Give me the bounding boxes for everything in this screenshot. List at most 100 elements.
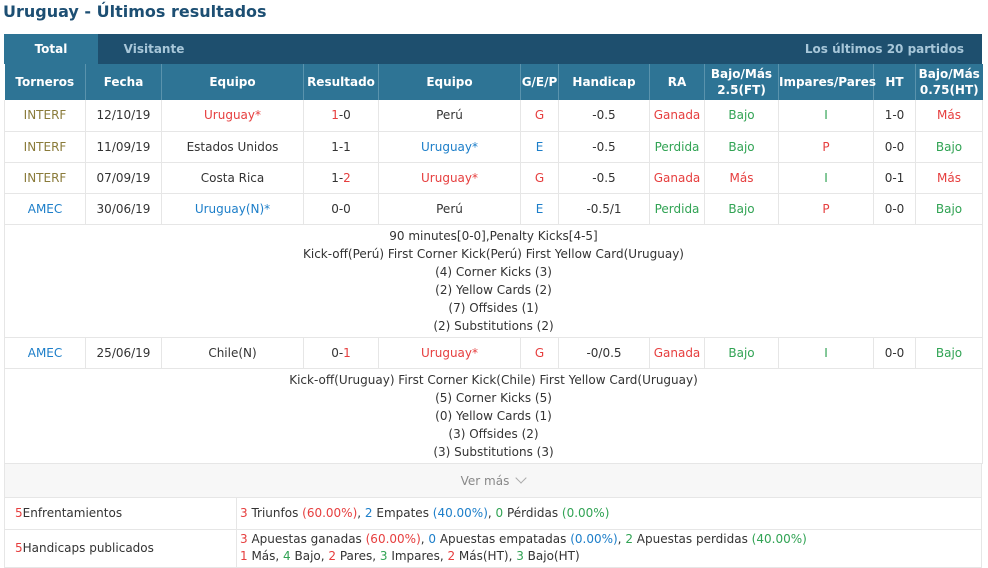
detail-line: Kick-off(Perú) First Corner Kick(Perú) F… xyxy=(303,246,684,261)
table-header: Torneros Fecha Equipo Resultado Equipo G… xyxy=(4,64,983,100)
home-team-cell[interactable]: Costa Rica xyxy=(161,162,304,194)
detail-line: (2) Substitutions (2) xyxy=(433,318,554,333)
tournament-cell[interactable]: AMEC xyxy=(4,337,86,369)
gep-cell: G xyxy=(520,337,559,369)
home-team-cell[interactable]: Uruguay(N)* xyxy=(161,193,304,225)
draws-label: Empates xyxy=(372,505,433,520)
over-under-ht-cell: Bajo xyxy=(915,337,983,369)
ht-cell: 0-0 xyxy=(873,193,916,225)
table-row[interactable]: AMEC 25/06/19 Chile(N) 0-1 Uruguay* G -0… xyxy=(4,337,983,369)
chevron-down-icon xyxy=(515,471,528,484)
tournament-cell[interactable]: INTERF xyxy=(4,100,86,132)
match-detail: 90 minutes[0-0],Penalty Kicks[4-5] Kick-… xyxy=(4,224,983,338)
tab-total[interactable]: Total xyxy=(4,34,98,64)
score-separator: - xyxy=(338,170,344,185)
table-row[interactable]: AMEC 30/06/19 Uruguay(N)* 0-0 Perú E -0.… xyxy=(4,193,983,225)
bets-won-count: 3 xyxy=(240,532,248,546)
odd-even-cell: P xyxy=(778,131,874,163)
table-row[interactable]: INTERF 11/09/19 Estados Unidos 1-1 Urugu… xyxy=(4,131,983,163)
ra-cell: Ganada xyxy=(649,100,705,132)
detail-line: (5) Corner Kicks (5) xyxy=(435,390,552,405)
over-under-ft-cell: Más xyxy=(704,162,779,194)
home-team-cell[interactable]: Uruguay* xyxy=(161,100,304,132)
match-detail-row: 90 minutes[0-0],Penalty Kicks[4-5] Kick-… xyxy=(4,224,983,338)
ht-cell: 0-0 xyxy=(873,337,916,369)
date-cell: 07/09/19 xyxy=(85,162,162,194)
stat-count: 4 xyxy=(283,549,291,563)
score-separator: - xyxy=(338,345,344,360)
away-team-cell[interactable]: Uruguay* xyxy=(378,337,521,369)
over-under-ft-cell: Bajo xyxy=(704,131,779,163)
score-cell[interactable]: 1-2 xyxy=(303,162,379,194)
away-team-cell[interactable]: Uruguay* xyxy=(378,162,521,194)
summary-label-text: Enfrentamientos xyxy=(22,506,123,520)
over-under-ht-cell: Más xyxy=(915,162,983,194)
home-team-cell[interactable]: Estados Unidos xyxy=(161,131,304,163)
over-under-ft-cell: Bajo xyxy=(704,193,779,225)
summary-line: 1 Más, 4 Bajo, 2 Pares, 3 Impares, 2 Más… xyxy=(240,548,807,565)
detail-line: Kick-off(Uruguay) First Corner Kick(Chil… xyxy=(289,372,698,387)
score-cell[interactable]: 0-0 xyxy=(303,193,379,225)
score-away: 1 xyxy=(343,345,351,360)
score-away: 0 xyxy=(343,201,351,216)
col-header: RA xyxy=(649,64,705,100)
score-cell[interactable]: 1-0 xyxy=(303,100,379,132)
summary-line: 3 Apuestas ganadas (60.00%), 0 Apuestas … xyxy=(240,532,807,546)
score-cell[interactable]: 0-1 xyxy=(303,337,379,369)
home-team-cell[interactable]: Chile(N) xyxy=(161,337,304,369)
stat-label: Bajo, xyxy=(290,549,329,563)
tournament-cell[interactable]: INTERF xyxy=(4,162,86,194)
summary-label: 5 Handicaps publicados xyxy=(5,529,237,567)
summary-label-text: Handicaps publicados xyxy=(22,541,154,555)
stat-count: 2 xyxy=(328,549,337,563)
col-header: Fecha xyxy=(85,64,162,100)
gep-cell: G xyxy=(520,162,559,194)
odd-even-cell: I xyxy=(778,162,874,194)
gep-cell: G xyxy=(520,100,559,132)
wins-pct: (60.00%) xyxy=(302,505,358,520)
see-more-label: Ver más xyxy=(460,473,510,488)
ra-cell: Perdida xyxy=(649,193,705,225)
date-cell: 30/06/19 xyxy=(85,193,162,225)
table-row[interactable]: INTERF 07/09/19 Costa Rica 1-2 Uruguay* … xyxy=(4,162,983,194)
score-away: 1 xyxy=(343,139,351,154)
away-team-cell[interactable]: Perú xyxy=(378,193,521,225)
losses-pct: (0.00%) xyxy=(561,505,610,520)
stat-count: 3 xyxy=(379,549,388,563)
bets-won-pct: (60.00%) xyxy=(365,532,421,546)
match-detail: Kick-off(Uruguay) First Corner Kick(Chil… xyxy=(4,368,983,464)
score-cell[interactable]: 1-1 xyxy=(303,131,379,163)
away-team-cell[interactable]: Uruguay* xyxy=(378,131,521,163)
col-header: Impares/Pares xyxy=(778,64,876,100)
draws-count: 2 xyxy=(364,505,373,520)
score-separator: - xyxy=(338,139,344,154)
col-header: Bajo/Más 2.5(FT) xyxy=(704,64,779,100)
summary-handicaps: 5 Handicaps publicados 3 Apuestas ganada… xyxy=(4,529,982,568)
score-separator: - xyxy=(338,108,344,123)
score-separator: - xyxy=(338,201,344,216)
bets-draw-count: 0 xyxy=(428,532,437,546)
over-under-ft-cell: Bajo xyxy=(704,100,779,132)
match-detail-row: Kick-off(Uruguay) First Corner Kick(Chil… xyxy=(4,368,983,464)
away-team-cell[interactable]: Perú xyxy=(378,100,521,132)
stat-label: Bajo(HT) xyxy=(523,549,580,563)
handicap-cell: -0.5 xyxy=(558,162,650,194)
ht-cell: 1-0 xyxy=(873,100,916,132)
handicap-cell: -0/0.5 xyxy=(558,337,650,369)
table-row[interactable]: INTERF 12/10/19 Uruguay* 1-0 Perú G -0.5… xyxy=(4,100,983,132)
ht-cell: 0-1 xyxy=(873,162,916,194)
tab-visitante[interactable]: Visitante xyxy=(123,42,185,56)
wins-count: 3 xyxy=(240,505,248,520)
detail-line: (3) Substitutions (3) xyxy=(433,444,554,459)
tournament-cell[interactable]: INTERF xyxy=(4,131,86,163)
stat-count: 3 xyxy=(516,549,524,563)
last-20-matches-link[interactable]: Los últimos 20 partidos xyxy=(804,42,964,56)
bets-lost-count: 2 xyxy=(625,532,633,546)
tournament-cell[interactable]: AMEC xyxy=(4,193,86,225)
score-away: 0 xyxy=(343,108,351,123)
see-more-button[interactable]: Ver más xyxy=(4,463,982,498)
bets-draw-label: Apuestas empatadas xyxy=(436,532,571,546)
score-home: 0 xyxy=(331,345,339,360)
results-table: Torneros Fecha Equipo Resultado Equipo G… xyxy=(4,64,983,464)
losses-count: 0 xyxy=(495,505,504,520)
